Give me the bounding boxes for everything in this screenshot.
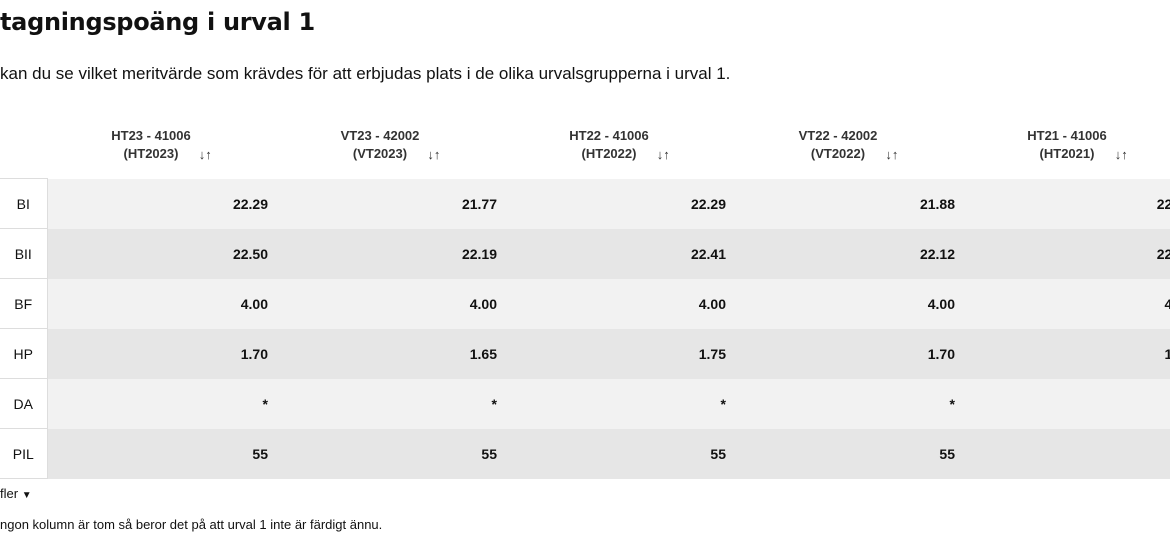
cell: * [505, 378, 734, 429]
row-label: HP [0, 328, 48, 379]
row-label: PIL [0, 428, 48, 479]
sort-icon[interactable]: ↓↑ [1114, 147, 1128, 163]
sort-icon[interactable]: ↓↑ [198, 147, 212, 163]
sort-icon[interactable]: ↓↑ [885, 147, 899, 163]
cell: 4.0 [963, 278, 1170, 329]
cell: 4.00 [276, 278, 505, 329]
header-line2: (HT2022) [581, 146, 637, 162]
header-text: HT23 - 41006 (HT2023) [111, 127, 191, 163]
cell: 22.12 [734, 228, 963, 279]
cell: 1.8 [963, 328, 1170, 379]
cell: 22.41 [505, 228, 734, 279]
table-row: BF4.004.004.004.004.0 [0, 278, 1170, 329]
cell: 22.50 [47, 228, 276, 279]
table-wrap: HT23 - 41006 (HT2023) ↓↑ VT23 - 42002 (VT202… [0, 112, 1170, 479]
cell: * [276, 378, 505, 429]
cell: 55 [276, 428, 505, 479]
cell: 22.2 [963, 178, 1170, 229]
column-header[interactable]: HT23 - 41006 (HT2023) ↓↑ [47, 112, 276, 179]
row-label: DA [0, 378, 48, 429]
table-row: DA * * * * [0, 378, 1170, 429]
table-row: PIL 55 55 55 55 [0, 428, 1170, 479]
cell: 4.00 [505, 278, 734, 329]
cell: 4.00 [47, 278, 276, 329]
caret: ▼ [21, 490, 32, 501]
show-more[interactable]: fler ▼ [0, 486, 32, 501]
cell: 1.65 [276, 328, 505, 379]
cell: 22.29 [505, 178, 734, 229]
cell: 1.75 [505, 328, 734, 379]
column-header[interactable]: HT22 - 41006 (HT2022) ↓↑ [505, 112, 734, 179]
cell: 21.77 [276, 178, 505, 229]
cell: 22.19 [276, 228, 505, 279]
header-line1: HT23 - 41006 [111, 128, 191, 144]
header-text: HT21 - 41006 (HT2021) [1027, 127, 1107, 163]
column-header[interactable]: HT21 - 41006 (HT2021) ↓↑ [963, 112, 1170, 179]
cell: 22.29 [47, 178, 276, 229]
footnote: ngon kolumn är tom så beror det på att u… [0, 517, 383, 532]
cell: 55 [505, 428, 734, 479]
corner [0, 112, 47, 179]
cell: 55 [47, 428, 276, 479]
row-label: BF [0, 278, 48, 329]
cell [963, 378, 1170, 429]
sort-icon[interactable]: ↓↑ [427, 147, 441, 163]
score-table: HT23 - 41006 (HT2023) ↓↑ VT23 - 42002 (VT202… [0, 112, 1170, 479]
row-label: BI [0, 178, 48, 229]
cell: 22.3 [963, 228, 1170, 279]
header-line1: HT21 - 41006 [1027, 128, 1107, 144]
subtitle: kan du se vilket meritvärde som krävdes … [0, 64, 731, 83]
header-line2: (VT2022) [810, 146, 866, 162]
row-label: BII [0, 228, 48, 279]
cell: 21.88 [734, 178, 963, 229]
header-text: VT23 - 42002 (VT2023) [341, 127, 420, 163]
header-text: VT22 - 42002 (VT2022) [799, 127, 878, 163]
header-line1: VT23 - 42002 [340, 128, 420, 144]
header-line2: (HT2023) [123, 146, 179, 162]
cell: 1.70 [734, 328, 963, 379]
cell: 1.70 [47, 328, 276, 379]
header-line1: VT22 - 42002 [798, 128, 878, 144]
cell [963, 428, 1170, 479]
header-text: HT22 - 41006 (HT2022) [569, 127, 649, 163]
sort-icon[interactable]: ↓↑ [656, 147, 670, 163]
cell: * [734, 378, 963, 429]
cell: 4.00 [734, 278, 963, 329]
header-line2: (VT2023) [352, 146, 408, 162]
show-more-label: fler [0, 486, 19, 501]
table-body: BI22.2921.7722.2921.8822.2BII22.5022.192… [0, 178, 1170, 479]
cell: * [47, 378, 276, 429]
cell: 55 [734, 428, 963, 479]
table-row: HP1.701.651.751.701.8 [0, 328, 1170, 379]
header-line1: HT22 - 41006 [569, 128, 649, 144]
header-row: HT23 - 41006 (HT2023) ↓↑ VT23 - 42002 (VT202… [0, 112, 1170, 179]
page-title: tagningspoäng i urval 1 [0, 8, 315, 36]
header-line2: (HT2021) [1039, 146, 1095, 162]
column-header[interactable]: VT23 - 42002 (VT2023) ↓↑ [276, 112, 505, 179]
column-header[interactable]: VT22 - 42002 (VT2022) ↓↑ [734, 112, 963, 179]
